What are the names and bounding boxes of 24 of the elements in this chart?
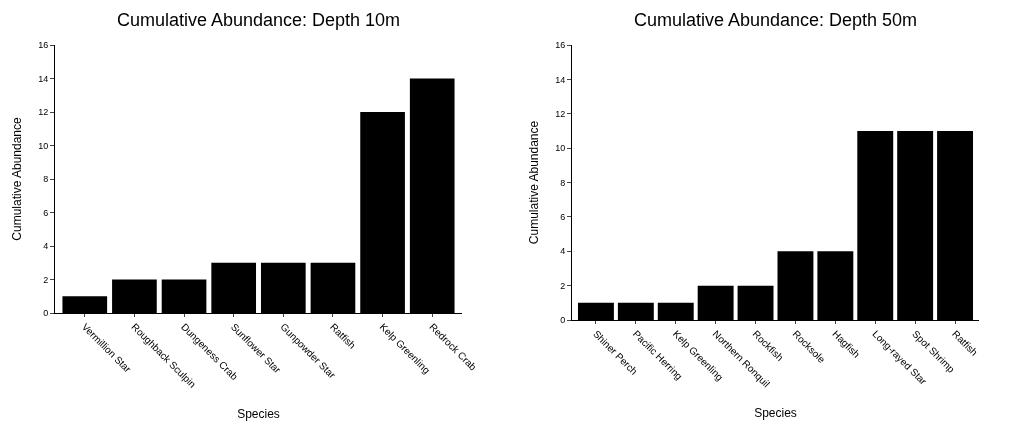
y-tick-label: 4 <box>560 246 566 257</box>
x-axis-title: Species <box>754 406 797 421</box>
y-axis-title: Cumulative Abundance <box>527 120 541 245</box>
y-tick-label: 12 <box>555 108 566 119</box>
x-axis-title: Species <box>237 406 280 421</box>
y-tick-label: 16 <box>38 40 49 51</box>
y-tick-label: 6 <box>560 212 566 223</box>
y-tick-label: 0 <box>560 315 566 326</box>
chart-title: Cumulative Abundance: Depth 50m <box>633 9 918 30</box>
y-tick-label: 2 <box>560 280 566 291</box>
y-tick-label: 8 <box>43 174 49 185</box>
y-tick-label: 8 <box>560 177 566 188</box>
y-tick-label: 16 <box>555 40 566 51</box>
y-tick-label: 10 <box>555 143 566 154</box>
y-tick-label: 14 <box>38 73 49 84</box>
y-tick-label: 14 <box>555 74 566 85</box>
y-tick-label: 6 <box>43 207 49 218</box>
y-tick-label: 0 <box>43 308 49 319</box>
y-tick-label: 12 <box>38 107 49 118</box>
y-axis-title: Cumulative Abundance <box>10 116 24 241</box>
y-tick-label: 10 <box>38 140 49 151</box>
y-tick-label: 4 <box>43 241 49 252</box>
chart-title: Cumulative Abundance: Depth 10m <box>116 9 401 30</box>
y-tick-label: 2 <box>43 274 49 285</box>
